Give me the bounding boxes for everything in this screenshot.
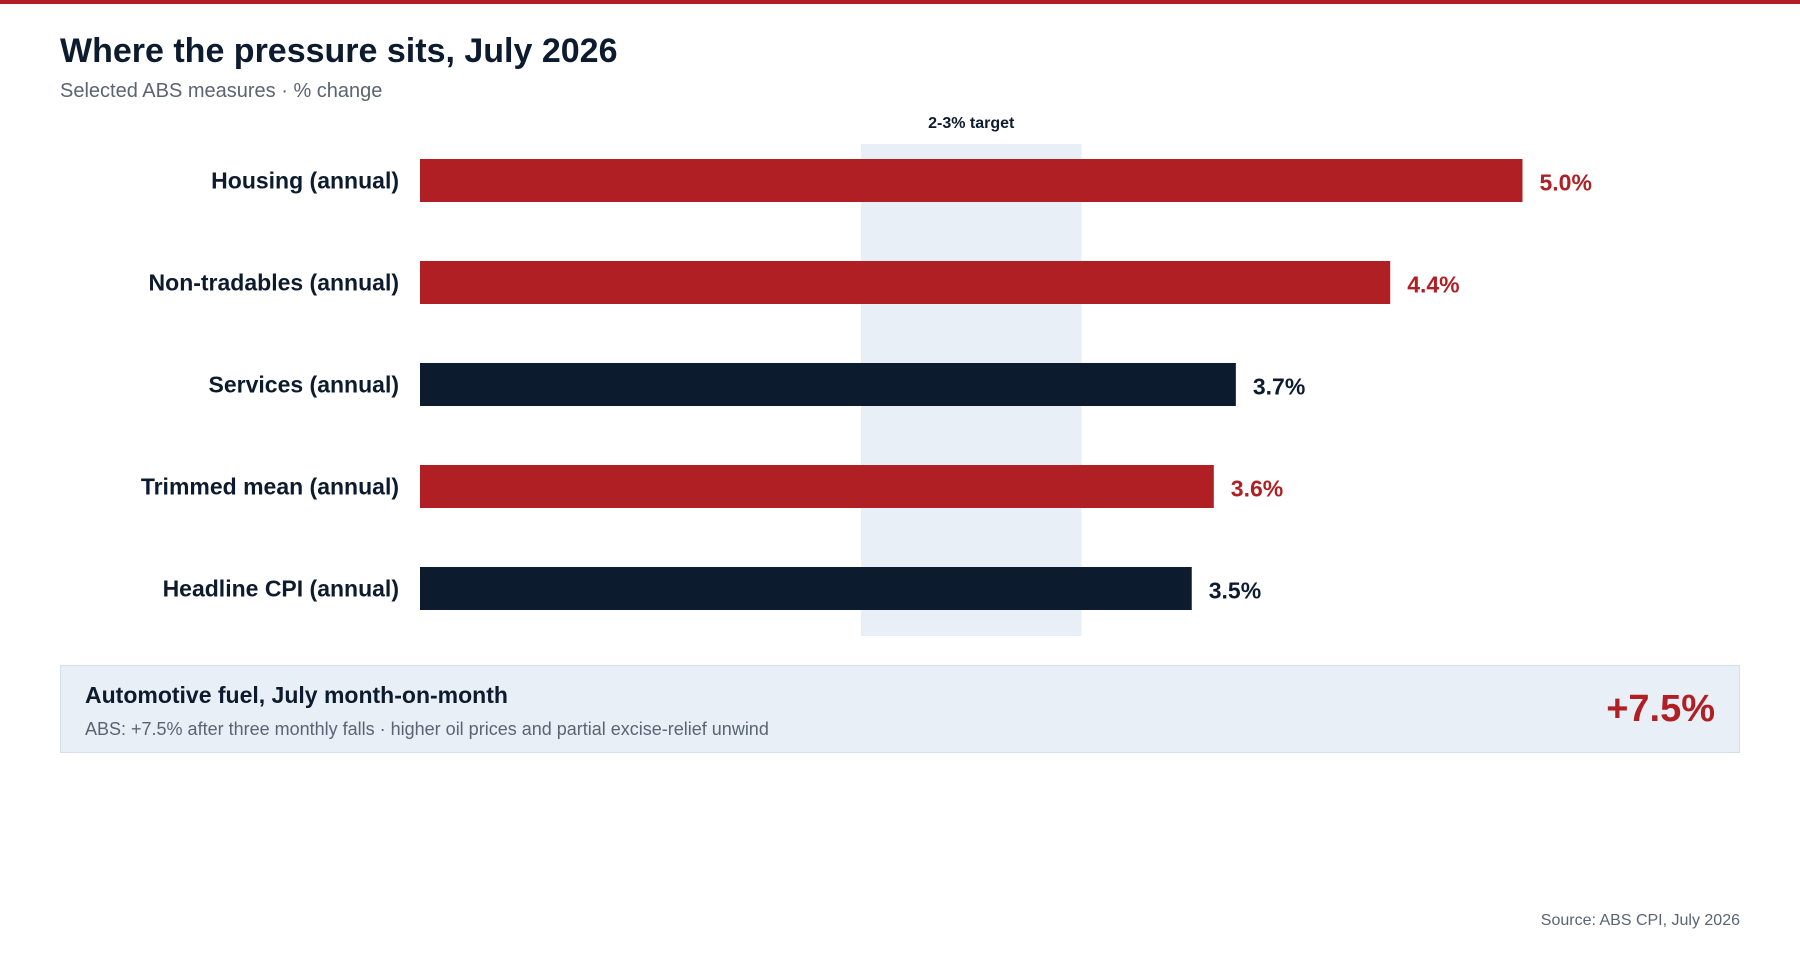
value-label: 4.4%: [1407, 272, 1459, 298]
bar-row: Non-tradables (annual) 4.4%: [149, 261, 1460, 304]
chart-subtitle: Selected ABS measures · % change: [60, 80, 383, 102]
bar-row: Housing (annual) 5.0%: [211, 159, 1592, 202]
callout-value: +7.5%: [1606, 688, 1715, 730]
bar: [420, 363, 1236, 406]
fuel-callout-panel: Automotive fuel, July month-on-month ABS…: [60, 665, 1740, 753]
category-label: Headline CPI (annual): [163, 576, 399, 602]
category-label: Non-tradables (annual): [149, 270, 399, 296]
value-label: 3.7%: [1253, 374, 1305, 400]
callout-note: ABS: +7.5% after three monthly falls · h…: [85, 719, 769, 739]
value-label: 5.0%: [1540, 170, 1592, 196]
bar-row: Trimmed mean (annual) 3.6%: [141, 465, 1283, 508]
chart-title: Where the pressure sits, July 2026: [60, 32, 618, 70]
bar: [420, 261, 1391, 304]
value-label: 3.5%: [1209, 578, 1261, 604]
bar: [420, 567, 1192, 610]
category-label: Services (annual): [209, 372, 399, 398]
category-label: Housing (annual): [211, 168, 399, 194]
bar: [420, 465, 1214, 508]
bar-row: Services (annual) 3.7%: [209, 363, 1305, 406]
bars-layer: Housing (annual) 5.0% Non-tradables (annua…: [141, 159, 1592, 610]
category-label: Trimmed mean (annual): [141, 474, 399, 500]
top-accent-rule: [0, 0, 1800, 4]
source-note: Source: ABS CPI, July 2026: [1540, 912, 1740, 929]
bar-chart: 2-3% target Housing (annual) 5.0% Non-trad…: [141, 115, 1592, 636]
bar-row: Headline CPI (annual) 3.5%: [163, 567, 1261, 610]
bar: [420, 159, 1523, 202]
callout-title: Automotive fuel, July month-on-month: [85, 682, 508, 708]
target-band-label: 2-3% target: [928, 115, 1015, 132]
value-label: 3.6%: [1231, 476, 1283, 502]
